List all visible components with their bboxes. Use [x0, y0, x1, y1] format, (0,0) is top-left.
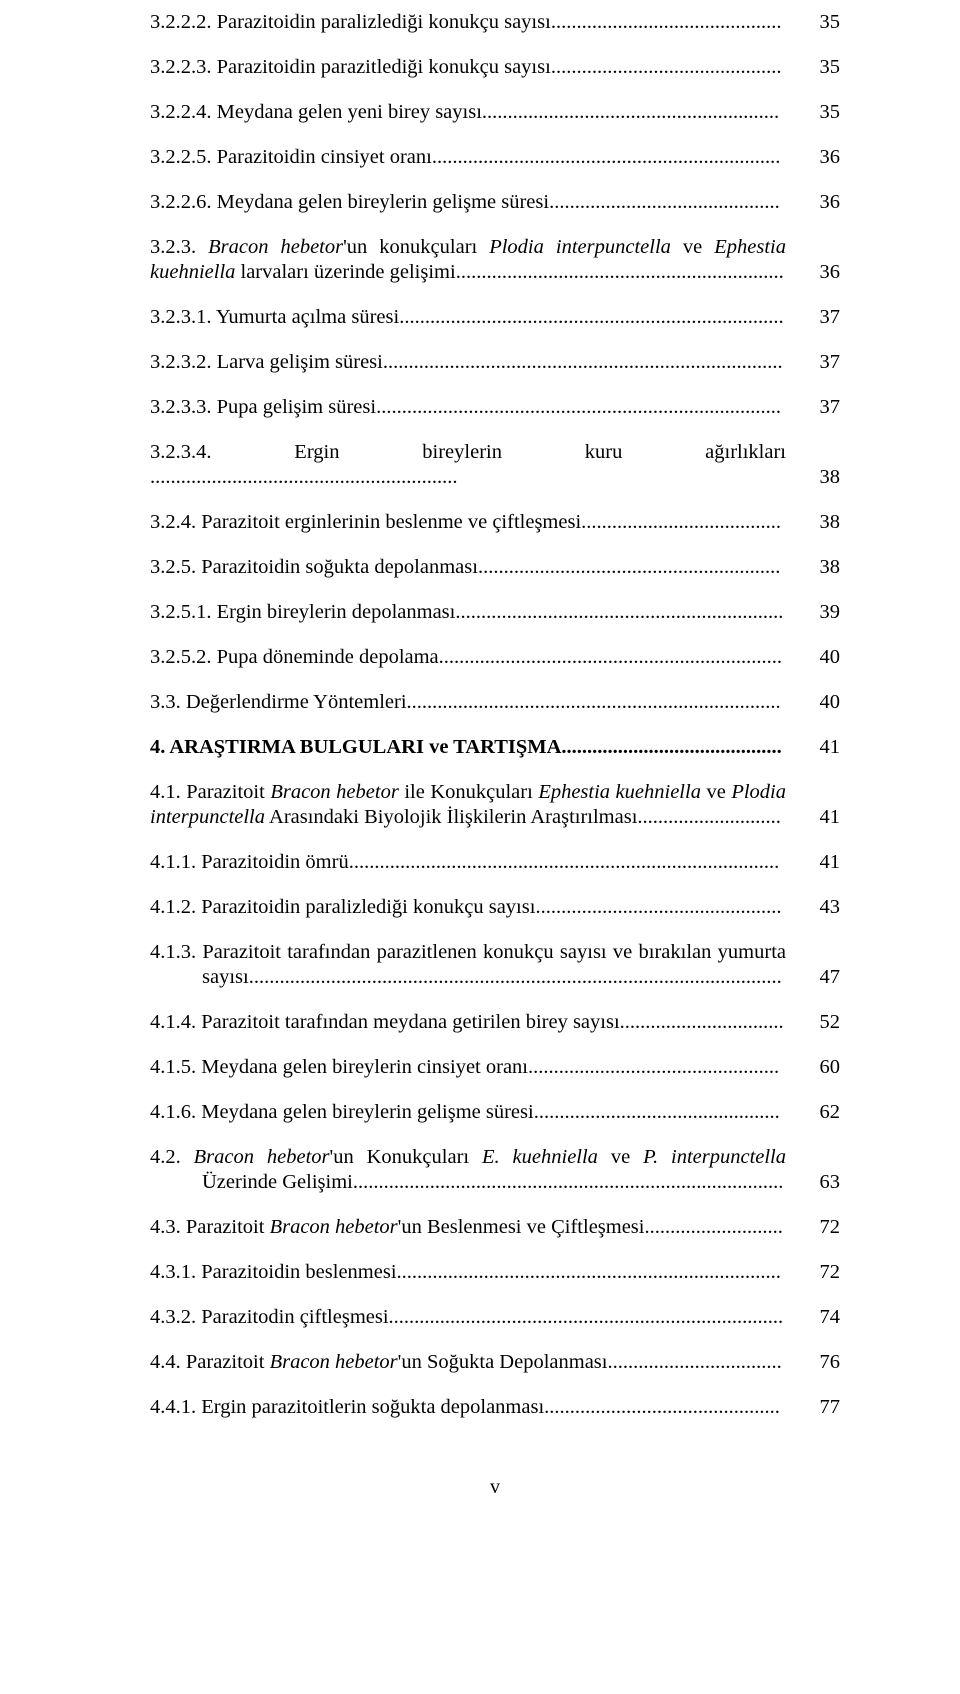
toc-entry-text: 4.1.1. Parazitoidin ömrü................… — [150, 850, 786, 875]
toc-entry-text: 4.1.3. Parazitoit tarafından parazitlene… — [150, 940, 786, 990]
toc-entry-page: 40 — [786, 690, 840, 715]
toc-entry: 4.2. Bracon hebetor'un Konukçuları E. ku… — [150, 1145, 840, 1195]
toc-entry-text: 3.2.3.2. Larva gelişim süresi...........… — [150, 350, 786, 375]
toc-entry: 3.2.2.6. Meydana gelen bireylerin gelişm… — [150, 190, 840, 215]
toc-entry: 3.2.2.5. Parazitoidin cinsiyet oranı....… — [150, 145, 840, 170]
toc-entry: 3.2.2.3. Parazitoidin parazitlediği konu… — [150, 55, 840, 80]
toc-entry: 3.2.3.1. Yumurta açılma süresi..........… — [150, 305, 840, 330]
toc-entry-text: 3.2.4. Parazitoit erginlerinin beslenme … — [150, 510, 786, 535]
toc-entry-page: 63 — [786, 1170, 840, 1195]
toc-entry-text: 4.1.6. Meydana gelen bireylerin gelişme … — [150, 1100, 786, 1125]
toc-entry: 4.3. Parazitoit Bracon hebetor'un Beslen… — [150, 1215, 840, 1240]
toc-entry-page: 72 — [786, 1215, 840, 1240]
toc-entry: 4.1. Parazitoit Bracon hebetor ile Konuk… — [150, 780, 840, 830]
toc-entry-text: 3.2.2.6. Meydana gelen bireylerin gelişm… — [150, 190, 786, 215]
toc-entry: 3.2.4. Parazitoit erginlerinin beslenme … — [150, 510, 840, 535]
toc-entry-page: 74 — [786, 1305, 840, 1330]
toc-entry-text: 3.2.2.4. Meydana gelen yeni birey sayısı… — [150, 100, 786, 125]
toc-entry-text: 4.1.2. Parazitoidin paralizlediği konukç… — [150, 895, 786, 920]
page-footer: v — [150, 1475, 840, 1499]
toc-entry-page: 62 — [786, 1100, 840, 1125]
toc-entry: 3.2.3.4. Ergin bireylerin kuru ağırlıkla… — [150, 440, 840, 490]
toc-entry: 4.1.2. Parazitoidin paralizlediği konukç… — [150, 895, 840, 920]
toc-entry-page: 37 — [786, 350, 840, 375]
toc-entry: 4.1.6. Meydana gelen bireylerin gelişme … — [150, 1100, 840, 1125]
toc-entry: 4.3.2. Parazitodin çiftleşmesi..........… — [150, 1305, 840, 1330]
toc-entry-page: 77 — [786, 1395, 840, 1420]
toc-entry-page: 52 — [786, 1010, 840, 1035]
toc-entry-page: 47 — [786, 965, 840, 990]
toc-entry-page: 38 — [786, 510, 840, 535]
toc-entry-text: 3.2.2.2. Parazitoidin paralizlediği konu… — [150, 10, 786, 35]
toc-entry-page: 76 — [786, 1350, 840, 1375]
toc-entry-page: 36 — [786, 260, 840, 285]
toc-entry: 4.1.5. Meydana gelen bireylerin cinsiyet… — [150, 1055, 840, 1080]
toc-entry: 4.1.1. Parazitoidin ömrü................… — [150, 850, 840, 875]
toc-entry-text: 3.2.3. Bracon hebetor'un konukçuları Plo… — [150, 235, 786, 285]
toc-entry: 4.1.3. Parazitoit tarafından parazitlene… — [150, 940, 840, 990]
toc-entry-text: 4.3.1. Parazitoidin beslenmesi..........… — [150, 1260, 786, 1285]
toc-entry-page: 36 — [786, 190, 840, 215]
toc-entry-text: 4.4. Parazitoit Bracon hebetor'un Soğukt… — [150, 1350, 786, 1375]
toc-entry: 3.2.2.4. Meydana gelen yeni birey sayısı… — [150, 100, 840, 125]
toc-entry-page: 36 — [786, 145, 840, 170]
toc-entry: 3.2.2.2. Parazitoidin paralizlediği konu… — [150, 10, 840, 35]
toc-entry-text: 4.1. Parazitoit Bracon hebetor ile Konuk… — [150, 780, 786, 830]
toc-entry: 3.2.3. Bracon hebetor'un konukçuları Plo… — [150, 235, 840, 285]
toc-entry-page: 60 — [786, 1055, 840, 1080]
toc-entry-page: 41 — [786, 735, 840, 760]
toc-entry-page: 41 — [786, 805, 840, 830]
toc-entry: 4.4. Parazitoit Bracon hebetor'un Soğukt… — [150, 1350, 840, 1375]
toc-entry-page: 40 — [786, 645, 840, 670]
toc-entry-text: 4. ARAŞTIRMA BULGULARI ve TARTIŞMA......… — [150, 735, 786, 760]
toc-entry-text: 4.1.5. Meydana gelen bireylerin cinsiyet… — [150, 1055, 786, 1080]
toc-entry-text: 3.2.3.1. Yumurta açılma süresi..........… — [150, 305, 786, 330]
toc-entry-page: 43 — [786, 895, 840, 920]
toc-entry-text: 3.2.5. Parazitoidin soğukta depolanması.… — [150, 555, 786, 580]
toc-entry-page: 72 — [786, 1260, 840, 1285]
toc-entry-text: 4.2. Bracon hebetor'un Konukçuları E. ku… — [150, 1145, 786, 1195]
toc-entry: 3.2.5.2. Pupa döneminde depolama........… — [150, 645, 840, 670]
toc-entry: 4. ARAŞTIRMA BULGULARI ve TARTIŞMA......… — [150, 735, 840, 760]
toc-entry-text: 3.2.3.4. Ergin bireylerin kuru ağırlıkla… — [150, 440, 786, 490]
toc-entry-text: 3.3. Değerlendirme Yöntemleri...........… — [150, 690, 786, 715]
toc-entry-page: 39 — [786, 600, 840, 625]
toc-entry-page: 38 — [786, 555, 840, 580]
toc-entry-text: 4.3.2. Parazitodin çiftleşmesi..........… — [150, 1305, 786, 1330]
toc-entry: 3.2.3.2. Larva gelişim süresi...........… — [150, 350, 840, 375]
toc-entry-text: 3.2.3.3. Pupa gelişim süresi............… — [150, 395, 786, 420]
toc-entry-text: 4.3. Parazitoit Bracon hebetor'un Beslen… — [150, 1215, 786, 1240]
toc-entry-text: 3.2.5.1. Ergin bireylerin depolanması...… — [150, 600, 786, 625]
toc-entry: 3.2.3.3. Pupa gelişim süresi............… — [150, 395, 840, 420]
toc-entry: 4.1.4. Parazitoit tarafından meydana get… — [150, 1010, 840, 1035]
table-of-contents: 3.2.2.2. Parazitoidin paralizlediği konu… — [150, 10, 840, 1420]
toc-entry-page: 37 — [786, 395, 840, 420]
toc-entry-text: 3.2.2.3. Parazitoidin parazitlediği konu… — [150, 55, 786, 80]
toc-entry-text: 4.1.4. Parazitoit tarafından meydana get… — [150, 1010, 786, 1035]
toc-entry: 3.2.5. Parazitoidin soğukta depolanması.… — [150, 555, 840, 580]
toc-entry: 3.2.5.1. Ergin bireylerin depolanması...… — [150, 600, 840, 625]
toc-entry-page: 35 — [786, 100, 840, 125]
toc-entry-text: 3.2.2.5. Parazitoidin cinsiyet oranı....… — [150, 145, 786, 170]
toc-entry-page: 38 — [786, 465, 840, 490]
toc-entry-page: 37 — [786, 305, 840, 330]
toc-entry-page: 35 — [786, 55, 840, 80]
toc-entry-text: 4.4.1. Ergin parazitoitlerin soğukta dep… — [150, 1395, 786, 1420]
toc-entry-page: 41 — [786, 850, 840, 875]
toc-entry-text: 3.2.5.2. Pupa döneminde depolama........… — [150, 645, 786, 670]
toc-entry: 4.4.1. Ergin parazitoitlerin soğukta dep… — [150, 1395, 840, 1420]
toc-entry: 3.3. Değerlendirme Yöntemleri...........… — [150, 690, 840, 715]
page-container: 3.2.2.2. Parazitoidin paralizlediği konu… — [0, 0, 960, 1519]
toc-entry-page: 35 — [786, 10, 840, 35]
toc-entry: 4.3.1. Parazitoidin beslenmesi..........… — [150, 1260, 840, 1285]
